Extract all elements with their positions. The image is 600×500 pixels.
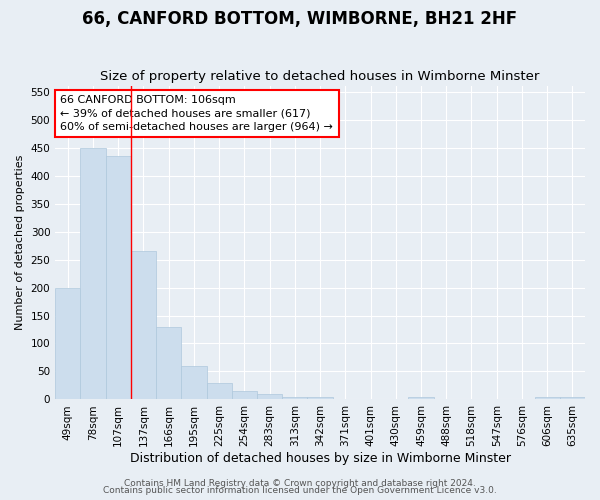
Title: Size of property relative to detached houses in Wimborne Minster: Size of property relative to detached ho…: [100, 70, 540, 84]
Bar: [282, 396, 307, 400]
Text: Contains HM Land Registry data © Crown copyright and database right 2024.: Contains HM Land Registry data © Crown c…: [124, 478, 476, 488]
Bar: [55, 288, 80, 400]
Bar: [131, 251, 156, 400]
Text: 66 CANFORD BOTTOM: 106sqm
← 39% of detached houses are smaller (617)
60% of semi: 66 CANFORD BOTTOM: 106sqm ← 39% of detac…: [61, 96, 334, 132]
Bar: [307, 397, 332, 400]
Bar: [560, 397, 585, 400]
Text: 66, CANFORD BOTTOM, WIMBORNE, BH21 2HF: 66, CANFORD BOTTOM, WIMBORNE, BH21 2HF: [82, 10, 518, 28]
Text: Contains public sector information licensed under the Open Government Licence v3: Contains public sector information licen…: [103, 486, 497, 495]
Bar: [206, 382, 232, 400]
Bar: [106, 156, 131, 400]
Bar: [80, 148, 106, 400]
X-axis label: Distribution of detached houses by size in Wimborne Minster: Distribution of detached houses by size …: [130, 452, 511, 465]
Y-axis label: Number of detached properties: Number of detached properties: [15, 155, 25, 330]
Bar: [409, 396, 434, 400]
Bar: [257, 394, 282, 400]
Bar: [181, 366, 206, 400]
Bar: [232, 390, 257, 400]
Bar: [156, 326, 181, 400]
Bar: [535, 396, 560, 400]
